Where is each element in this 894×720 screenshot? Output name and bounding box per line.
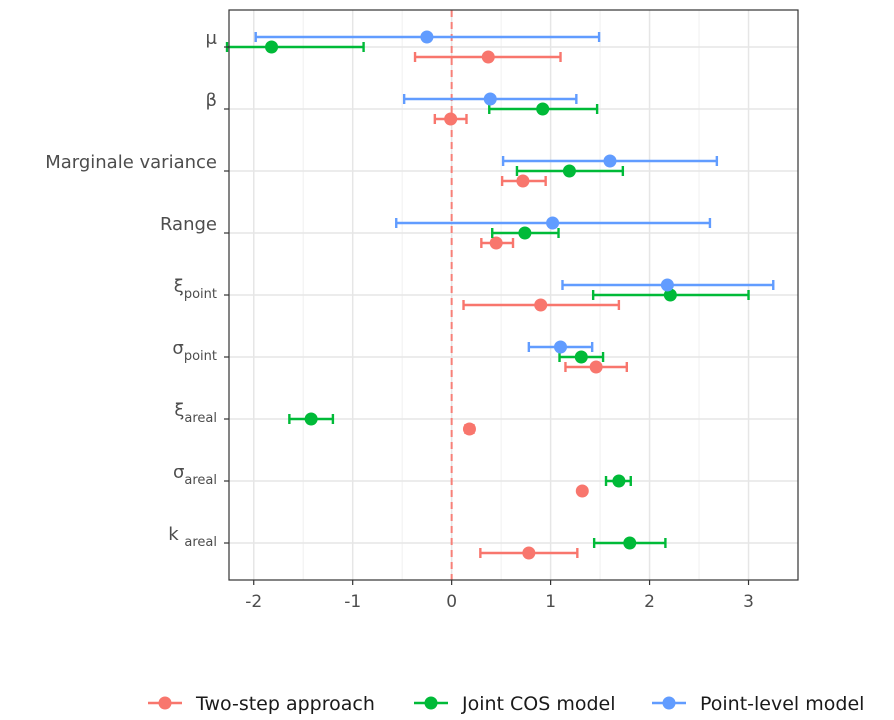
x-tick-label: 1 <box>545 592 556 612</box>
series-two-step-approach <box>413 50 629 560</box>
legend-label: Two-step approach <box>195 693 375 715</box>
y-tick-label: σareal <box>173 462 217 488</box>
point-estimate <box>589 360 603 374</box>
y-tick-label: k areal <box>168 524 217 550</box>
legend-key-point <box>662 696 676 710</box>
point-estimate <box>554 340 568 354</box>
point-estimate <box>574 350 588 364</box>
y-tick-label-main: ξ <box>174 276 184 297</box>
y-tick-label: ξpoint <box>174 276 217 302</box>
y-tick-label-main: σ <box>172 338 183 359</box>
y-tick-label-main: μ <box>206 28 218 49</box>
point-estimate <box>522 546 536 560</box>
point-estimate <box>546 216 560 230</box>
legend: Two-step approach Joint COS model Point-le… <box>148 693 864 715</box>
point-estimate <box>420 30 434 44</box>
legend-item: Two-step approach <box>148 693 375 715</box>
point-estimate <box>516 174 530 188</box>
x-tick-label: 3 <box>743 592 754 612</box>
x-tick-label: -1 <box>344 592 361 612</box>
series-joint-cos-model <box>225 40 750 550</box>
x-tick-label: 0 <box>446 592 457 612</box>
y-tick-label: ξareal <box>174 400 217 426</box>
point-estimate <box>623 536 637 550</box>
y-tick-label: Marginale variance <box>45 152 217 173</box>
y-tick-label: Range <box>160 214 217 235</box>
y-tick-label-main: Marginale variance <box>45 152 217 173</box>
y-tick-label-main: β <box>206 90 218 111</box>
point-estimate <box>603 154 617 168</box>
point-estimate <box>518 226 532 240</box>
point-estimate <box>462 422 476 436</box>
point-estimate <box>660 278 674 292</box>
x-tick-label: -2 <box>245 592 262 612</box>
y-tick-label-subscript: areal <box>184 473 217 488</box>
x-axis: -2 -1 0 1 2 3 <box>245 580 754 612</box>
legend-item: Joint COS model <box>414 693 616 715</box>
series-point-level-model <box>254 30 775 354</box>
y-tick-label-subscript: areal <box>184 411 217 426</box>
y-tick-label-main: Range <box>160 214 217 235</box>
legend-label: Joint COS model <box>461 693 616 715</box>
point-estimate <box>481 50 495 64</box>
legend-item: Point-level model <box>652 693 864 715</box>
y-tick-label-subscript: point <box>184 349 217 364</box>
point-estimate <box>534 298 548 312</box>
y-tick-label-subscript: point <box>184 287 217 302</box>
point-estimate <box>265 40 279 54</box>
legend-label: Point-level model <box>700 693 864 715</box>
y-tick-label: β <box>206 90 218 111</box>
point-estimate <box>489 236 503 250</box>
point-estimate <box>444 112 458 126</box>
y-tick-label: μ <box>206 28 218 49</box>
y-tick-label-subscript: areal <box>184 535 217 550</box>
point-estimate <box>304 412 318 426</box>
y-tick-label-main: ξ <box>174 400 184 421</box>
legend-key-point <box>158 696 172 710</box>
y-tick-label: σpoint <box>172 338 217 364</box>
y-tick-label-main: σ <box>173 462 184 483</box>
point-estimate <box>536 102 550 116</box>
legend-key-point <box>424 696 438 710</box>
point-estimate <box>483 92 497 106</box>
series-group <box>225 30 775 560</box>
point-estimate <box>575 484 589 498</box>
x-tick-label: 2 <box>644 592 655 612</box>
point-estimate <box>562 164 576 178</box>
point-estimate <box>612 474 626 488</box>
y-tick-label-main: k <box>168 524 184 545</box>
point-estimate <box>663 288 677 302</box>
